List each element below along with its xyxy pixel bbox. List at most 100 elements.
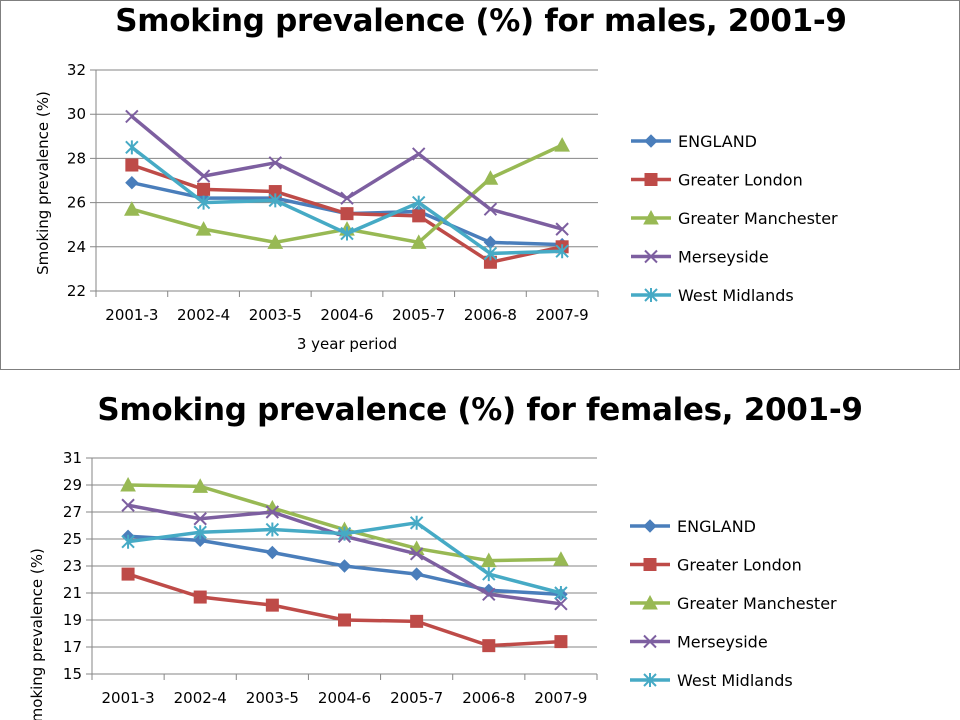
data-point [125,140,139,155]
legend-label: Merseyside [677,633,768,652]
female-chart-plot: 15 17 19 21 23 25 27 29 31 2001-3 2002-4 2003-5 2004… [28,449,837,720]
y-tick-label: 29 [63,476,82,494]
data-point [268,156,282,170]
x-tick-label: 2003-5 [249,306,302,324]
y-tick-label: 17 [63,638,82,656]
legend-label: Greater London [678,171,803,190]
legend-marker [643,209,659,225]
data-point [482,567,496,582]
data-point [554,137,570,152]
y-tick-label: 25 [63,530,82,548]
x-tick-label: 2003-5 [246,689,299,707]
data-point [337,526,352,541]
legend-item: Greater London [630,556,802,575]
data-point [410,614,424,628]
data-point [482,587,496,602]
legend-marker [643,673,657,687]
series-greater-london [121,567,568,653]
data-point [120,476,136,492]
data-point [121,567,135,581]
y-tick-label: 15 [63,665,82,683]
data-point [193,512,207,526]
female-chart-panel: Smoking prevalence (%) for females, 2001… [0,378,960,720]
data-point [121,534,135,549]
legend-marker [644,249,658,264]
data-point [338,613,351,627]
legend-label: Merseyside [678,248,769,267]
x-tick-label: 2002-4 [174,689,227,707]
legend-label: Greater London [677,556,802,575]
x-tick-label: 2001-3 [105,306,158,324]
data-point [125,158,139,172]
data-point [192,478,209,493]
data-point [125,176,139,190]
x-tick-label: 2006-8 [464,306,517,324]
x-tick-label: 2005-7 [392,306,445,324]
data-point [340,191,354,205]
x-tick-label: 2006-8 [462,689,515,707]
legend-label: Greater Manchester [677,594,837,613]
data-point [267,234,284,249]
legend-marker [644,288,658,302]
data-point [410,234,427,249]
data-point [554,586,568,600]
data-point [482,639,496,653]
legend-item: ENGLAND [630,517,756,536]
panel-divider [0,370,960,378]
legend-marker [642,594,658,610]
y-tick-label: 31 [63,449,82,467]
y-tick-label: 22 [67,282,86,300]
y-tick-label: 32 [67,61,86,79]
y-tick-label: 28 [67,149,86,167]
data-point [265,598,279,612]
y-tick-label: 21 [63,584,82,602]
data-point [554,597,568,611]
legend-item: Greater London [631,171,803,190]
y-tick-label: 24 [67,238,86,256]
legend-item: Greater Manchester [630,594,837,613]
data-point [340,226,354,241]
data-point [553,551,569,566]
data-point [196,169,211,183]
legend-label: West Midlands [677,671,793,690]
data-point [480,552,497,568]
legend-item: Merseyside [630,633,768,652]
data-point [340,207,354,221]
data-point [268,193,282,208]
legend-label: Greater Manchester [678,209,838,228]
legend-label: ENGLAND [678,132,757,151]
legend-label: ENGLAND [677,517,756,536]
x-axis-label: 3 year period [297,335,397,353]
x-tick-label: 2004-6 [320,306,373,324]
data-point [121,498,135,512]
data-point [265,505,280,519]
male-chart-title: Smoking prevalence (%) for males, 2001-9 [115,3,847,39]
series-greater-london [125,158,569,269]
legend-item: Greater Manchester [631,209,838,228]
series-west-midlands [125,140,569,261]
series-england [121,529,568,602]
data-point [125,109,139,124]
legend-item: ENGLAND [631,132,757,151]
legend-item: Merseyside [631,248,769,267]
data-point [412,195,426,210]
series-line [127,572,562,648]
data-point [193,590,207,604]
series-greater-manchester [120,476,569,568]
y-tick-label: 27 [63,503,82,521]
x-tick-label: 2001-3 [102,689,155,707]
female-chart-title: Smoking prevalence (%) for females, 2001… [97,392,863,428]
x-tick-label: 2005-7 [390,689,443,707]
legend-marker [643,634,657,649]
y-tick-label: 23 [63,557,82,575]
data-point [196,195,211,210]
legend-label: West Midlands [678,286,794,305]
data-point [483,246,498,261]
legend-item: West Midlands [630,671,793,690]
data-point [265,545,280,560]
data-point [409,515,424,530]
male-chart-panel: Smoking prevalence (%) for males, 2001-9… [0,0,960,370]
data-point [412,147,426,161]
data-point [195,221,212,236]
male-chart-plot: 22 24 26 28 30 32 2001-3 2002-4 2003-5 2004-6 2005… [34,61,838,353]
